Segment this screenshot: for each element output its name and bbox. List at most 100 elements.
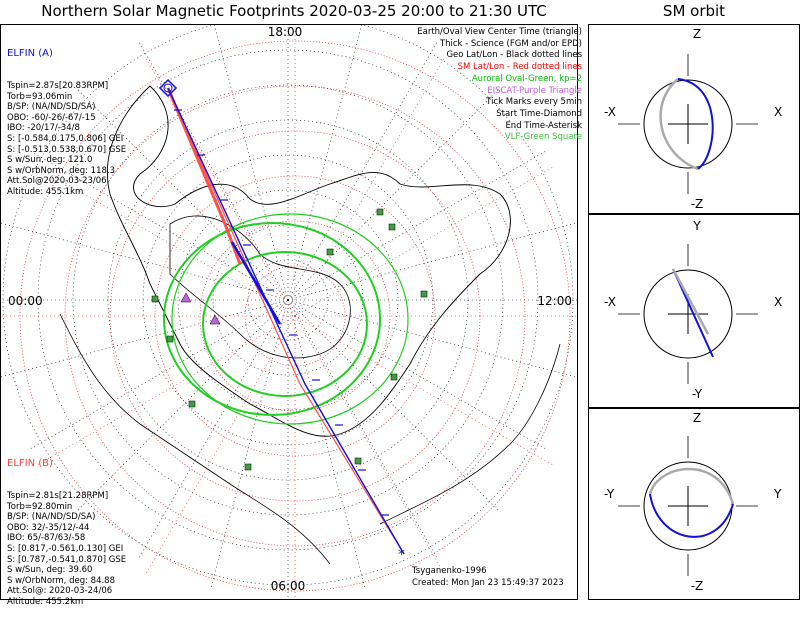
- vlf-square: [354, 457, 362, 465]
- time-label-top: 18:00: [268, 25, 303, 39]
- orbit2-top-label: Y: [692, 219, 701, 233]
- orbit-b-xy: [671, 268, 710, 335]
- model-credit: Tsyganenko-1996: [412, 566, 487, 576]
- geo-lon-line: [287, 299, 366, 590]
- vlf-square: [376, 208, 384, 216]
- elfin-b-info: ELFIN (B) Tspin=2.81s[21.28RPM] Torb=92.8…: [7, 438, 126, 618]
- elfin-b-line: S: [0.787,-0.541,0.870] GSE: [7, 554, 127, 565]
- elfin-b-line: B/SP: (NA/ND/SD/SA): [7, 512, 96, 523]
- earth-circle: [643, 79, 733, 169]
- coastline: [59, 313, 561, 565]
- elfin-a-science: [230, 241, 282, 325]
- legend-entry: Tick Marks every 5min: [486, 97, 582, 108]
- orbit2-left-label: -X: [604, 295, 616, 309]
- vlf-square: [388, 223, 396, 231]
- elfin-a-track: [167, 87, 405, 555]
- elfin-a-line: Altitude: 455.1km: [7, 186, 84, 197]
- elfin-b-track: [167, 87, 405, 555]
- time-label-right: 12:00: [537, 294, 572, 308]
- legend-entry: SM Lat/Lon - Red dotted lines: [457, 62, 582, 73]
- end-asterisk: *: [398, 547, 405, 563]
- vlf-square: [390, 373, 398, 381]
- elfin-b-line: Att.Sol@: 2020-03-24/06: [7, 586, 113, 597]
- start-diamond: [158, 78, 178, 98]
- orbit1-bottom-label: -Z: [691, 197, 704, 211]
- elfin-b-line: S w/Sun, deg: 39.60: [7, 565, 93, 576]
- legend-entry: EISCAT-Purple Triangle: [487, 85, 582, 96]
- geo-lon-line: [287, 299, 578, 378]
- sm-lat-circle: [64, 85, 526, 547]
- geo-lon-line: [210, 299, 289, 590]
- vlf-square: [326, 248, 334, 256]
- auroral-oval-inner: [202, 251, 368, 397]
- orbit-a-yz: [649, 493, 734, 538]
- elfin-a-line: S: [-0.584,0.175,0.806] GEI: [7, 133, 124, 144]
- vlf-square: [166, 335, 174, 343]
- sm-lat-circle: [244, 265, 346, 367]
- elfin-a-line: OBO: -60/-26/-67/-15: [7, 112, 96, 123]
- orbit1-left-label: -X: [604, 105, 616, 119]
- legend-entry: Earth/Oval View Center Time (triangle): [417, 27, 582, 37]
- elfin-a-info: ELFIN (A) Tspin=2.87s[20.83RPM] Torb=93.0…: [7, 28, 126, 208]
- elfin-a-line: S: [-0.513,0.538,0.670] GSE: [7, 144, 127, 155]
- elfin-a-line: S w/Sun, deg: 121.0: [7, 155, 93, 166]
- legend-entry: End Time-Asterisk: [505, 120, 582, 131]
- legend-entry: Start Time-Diamond: [496, 108, 582, 119]
- elfin-a-line: B/SP: (NA/ND/SD/SA): [7, 102, 96, 113]
- time-label-left: 00:00: [8, 294, 43, 308]
- geo-lon-line: [287, 299, 439, 560]
- geo-lon-line: [137, 40, 289, 301]
- greenland-outline: [169, 215, 351, 359]
- legend-entry: Geo Lat/Lon - Black dotted lines: [446, 50, 582, 61]
- vlf-square: [188, 400, 196, 408]
- elfin-b-track-thick: [166, 87, 242, 265]
- orbit3-top-label: Z: [693, 411, 701, 425]
- geo-lon-line: [287, 149, 548, 301]
- orbit-a: [677, 78, 714, 170]
- elfin-a-line: Torb=93.06min: [7, 91, 73, 102]
- vlf-square: [151, 295, 159, 303]
- vlf-square: [244, 463, 252, 471]
- elfin-b-line: Altitude: 455.2km: [7, 596, 84, 607]
- time-label-bottom: 06:00: [271, 579, 306, 593]
- geo-lon-line: [287, 222, 578, 301]
- orbit1-top-label: Z: [693, 27, 701, 41]
- orbit2-right-label: X: [774, 295, 782, 309]
- elfin-b-line: IBO: 65/-87/63/-58: [7, 533, 86, 544]
- geo-lat-circle: [177, 189, 399, 411]
- orbit-b-yz: [648, 467, 735, 505]
- geo-lat-circle: [72, 84, 504, 516]
- elfin-b-line: Torb=92.80min: [7, 501, 73, 512]
- sm-lat-circle: [199, 220, 391, 412]
- earth-circle: [643, 269, 733, 359]
- orbit3-right-label: Y: [773, 487, 782, 501]
- created-credit: Created: Mon Jan 23 15:49:37 2023: [412, 578, 564, 588]
- geo-lat-circle: [37, 49, 539, 551]
- sm-lat-circle: [19, 40, 571, 592]
- legend-entry: Thick - Science (FGM and/or EPD): [439, 38, 582, 49]
- orbit-b: [659, 78, 699, 171]
- legend-entry: Auroral Oval-Green, kp=2: [471, 73, 582, 84]
- eiscat-triangle: [180, 292, 192, 303]
- orbit-title: SM orbit: [662, 2, 726, 20]
- orbit3-left-label: -Y: [604, 487, 615, 501]
- elfin-b-line: S w/OrbNorm, deg: 84.88: [7, 575, 116, 586]
- auroral-oval-outer: [163, 222, 381, 416]
- vlf-square: [420, 290, 428, 298]
- eiscat-triangle: [209, 314, 221, 325]
- geo-lon-line: [137, 299, 289, 560]
- footprint-map: * 18:00 00:00 12:00 06:00: [0, 24, 578, 600]
- geo-lon-line: [287, 24, 363, 301]
- elfin-a-line: IBO: -20/17/-34/8: [7, 123, 80, 134]
- geo-lon-line: [287, 40, 439, 301]
- elfin-a-line: Tspin=2.87s[20.83RPM]: [7, 80, 109, 91]
- orbit3-bottom-label: -Z: [691, 579, 704, 593]
- start-circle: [163, 83, 173, 93]
- page-title: Northern Solar Magnetic Footprints 2020-…: [41, 2, 547, 20]
- legend: Earth/Oval View Center Time (triangle) Th…: [417, 27, 582, 144]
- orbit2-bottom-label: -Y: [692, 387, 703, 401]
- legend-entry: VLF-Green Square: [504, 132, 582, 143]
- elfin-a-line: S w/OrbNorm, deg: 118.3: [7, 165, 116, 176]
- elfin-b-line: S: [0.817,-0.561,0.130] GEI: [7, 543, 124, 554]
- elfin-b-name: ELFIN (B): [7, 458, 53, 470]
